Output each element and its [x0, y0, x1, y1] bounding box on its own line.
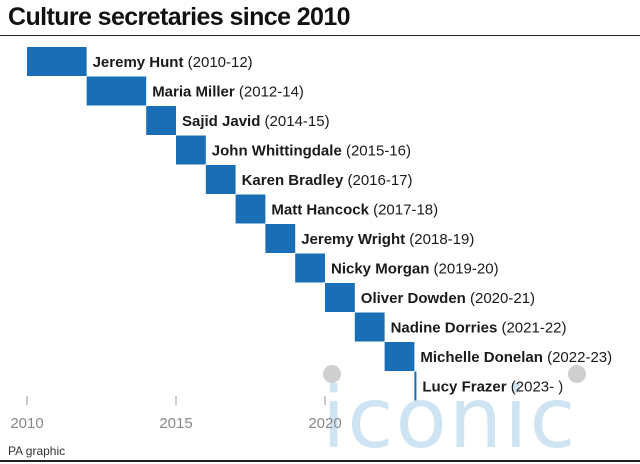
tenure-period: (2010-12)	[183, 54, 252, 71]
watermark-dot	[568, 365, 586, 383]
gantt-bar	[414, 371, 417, 401]
tenure-period: (2015-16)	[342, 143, 411, 160]
bar-label: Nadine Dorries (2021-22)	[391, 320, 567, 337]
secretary-name: Maria Miller	[152, 84, 235, 101]
tenure-period: (2019-20)	[429, 261, 498, 278]
watermark-logo: iconic	[322, 365, 586, 464]
tenure-period: (2016-17)	[343, 172, 412, 189]
bar-label: Maria Miller (2012-14)	[152, 84, 304, 101]
secretary-name: Sajid Javid	[182, 113, 260, 130]
x-tick-label: 2015	[159, 415, 192, 432]
bar-label: Karen Bradley (2016-17)	[242, 172, 413, 189]
secretary-name: Jeremy Hunt	[93, 54, 184, 71]
tenure-period: (2021-22)	[497, 320, 566, 337]
watermark-text: iconic	[322, 369, 578, 464]
gantt-bar	[265, 224, 296, 253]
x-tick-label: 2020	[308, 415, 341, 432]
secretary-name: Nadine Dorries	[391, 320, 498, 337]
bar-label: Lucy Frazer (2023- )	[422, 379, 563, 396]
gantt-bar	[325, 283, 355, 312]
gantt-bar	[235, 194, 266, 224]
bar-label: Nicky Morgan (2019-20)	[331, 261, 499, 278]
secretary-name: Matt Hancock	[271, 202, 369, 219]
tenure-period: (2014-15)	[260, 113, 329, 130]
tenure-period: (2020-21)	[466, 290, 535, 307]
secretary-name: Jeremy Wright	[301, 231, 405, 248]
secretary-name: Karen Bradley	[242, 172, 344, 189]
chart-title: Culture secretaries since 2010	[8, 3, 351, 31]
secretary-name: John Whittingdale	[212, 143, 342, 160]
tenure-period: (2018-19)	[405, 231, 474, 248]
secretary-name: Lucy Frazer	[422, 379, 506, 396]
watermark-dot	[323, 365, 341, 383]
bar-label: Oliver Dowden (2020-21)	[361, 290, 535, 307]
gantt-bar	[354, 312, 385, 342]
title-divider	[0, 35, 640, 36]
secretary-name: Nicky Morgan	[331, 261, 429, 278]
x-tick-label: 2010	[10, 415, 43, 432]
gantt-bar	[146, 106, 176, 135]
tenure-period: (2023- )	[507, 379, 564, 396]
bottom-divider	[0, 460, 640, 462]
tenure-period: (2022-23)	[543, 349, 612, 366]
source-credit: PA graphic	[8, 444, 66, 458]
gantt-bar	[384, 342, 415, 371]
gantt-bar	[295, 253, 325, 283]
tenure-period: (2017-18)	[369, 202, 438, 219]
bar-label: Sajid Javid (2014-15)	[182, 113, 330, 130]
gantt-bar	[176, 135, 206, 165]
bar-label: Matt Hancock (2017-18)	[271, 202, 438, 219]
bar-label: Jeremy Hunt (2010-12)	[93, 54, 253, 71]
gantt-bar	[205, 165, 236, 194]
bar-label: Jeremy Wright (2018-19)	[301, 231, 474, 248]
bar-label: John Whittingdale (2015-16)	[212, 143, 411, 160]
secretary-name: Oliver Dowden	[361, 290, 466, 307]
gantt-bar	[86, 76, 147, 106]
gantt-bar	[27, 47, 87, 76]
bar-label: Michelle Donelan (2022-23)	[420, 349, 612, 366]
tenure-period: (2012-14)	[235, 84, 304, 101]
secretary-name: Michelle Donelan	[420, 349, 543, 366]
